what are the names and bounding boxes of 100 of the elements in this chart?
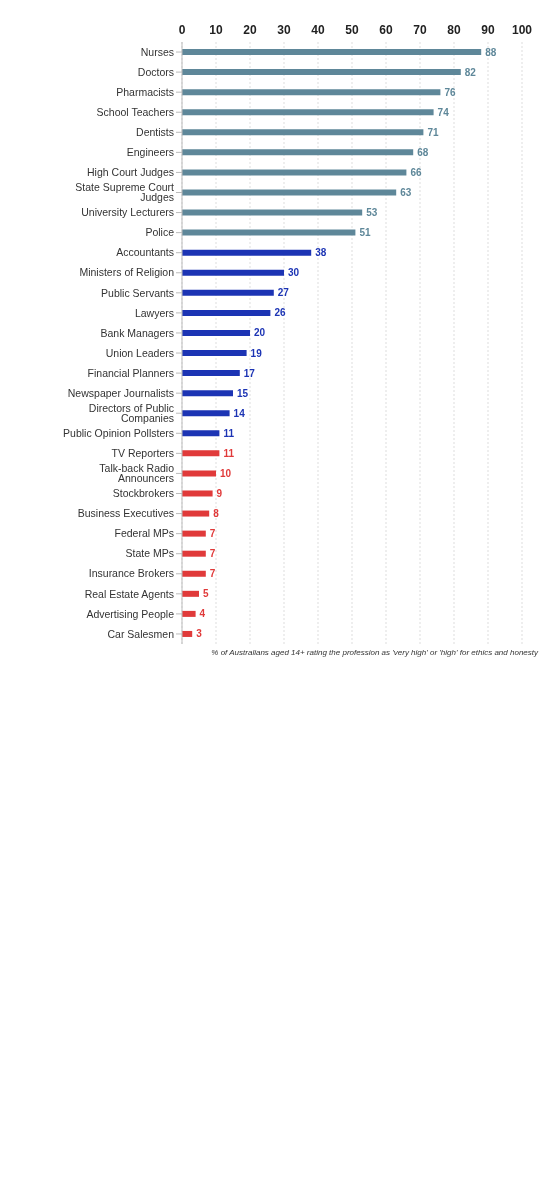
bar xyxy=(182,189,397,196)
data-label: 66 xyxy=(410,166,422,178)
y-tick-label: Directors of Public Companies xyxy=(88,401,174,425)
y-tick-label: University Lecturers xyxy=(81,206,174,219)
data-label: 5 xyxy=(203,588,209,600)
bar xyxy=(182,309,271,316)
text: % of Australians aged 14+ rating the profession as 'very high' or 'high' for ethics and honesty xyxy=(210,648,539,657)
x-tick-label: 100 xyxy=(511,23,533,37)
data-label: 9 xyxy=(216,487,223,499)
y-tick-label: School Teachers xyxy=(96,105,174,118)
bar xyxy=(182,329,250,336)
data-label: 7 xyxy=(209,568,216,580)
data-label: 20 xyxy=(254,327,266,339)
bar xyxy=(182,109,434,116)
x-tick-label: 30 xyxy=(277,23,291,37)
y-tick-label: Financial Planners xyxy=(87,366,174,379)
data-label: 53 xyxy=(366,207,378,219)
y-tick-label: Newspaper Journalists xyxy=(67,386,174,399)
bar xyxy=(182,249,312,256)
data-label: 68 xyxy=(417,146,429,158)
data-label: 14 xyxy=(233,407,246,419)
bar xyxy=(182,350,247,357)
y-tick-label: State Supreme Court Judges xyxy=(75,180,175,204)
x-tick-label: 20 xyxy=(243,23,257,37)
y-tick-label: Public Servants xyxy=(101,286,174,299)
y-tick-label: Advertising People xyxy=(86,607,175,620)
y-tick-label: Real Estate Agents xyxy=(84,587,174,600)
y-tick-label: Doctors xyxy=(137,65,174,78)
y-tick-label: TV Reporters xyxy=(111,447,174,460)
y-tick-label: Police xyxy=(145,226,175,239)
y-tick-label: State MPs xyxy=(125,547,174,560)
data-label: 11 xyxy=(223,427,235,439)
data-label: 11 xyxy=(223,447,235,459)
data-label: 74 xyxy=(437,106,450,118)
bar xyxy=(182,530,206,537)
x-tick-label: 60 xyxy=(379,23,393,37)
data-label: 63 xyxy=(400,186,412,198)
bar xyxy=(182,470,216,477)
bar xyxy=(182,149,414,156)
y-tick-label: Car Salesmen xyxy=(107,627,175,640)
data-label: 10 xyxy=(220,467,232,479)
data-label: 88 xyxy=(485,46,497,58)
bar xyxy=(182,169,407,176)
bar xyxy=(182,590,199,597)
x-tick-label: 0 xyxy=(178,23,186,37)
x-tick-label: 80 xyxy=(447,23,461,37)
y-tick-label: Nurses xyxy=(140,45,174,58)
bar xyxy=(182,610,196,617)
y-tick-label: Dentists xyxy=(136,126,174,139)
y-tick-label: High Court Judges xyxy=(87,166,174,179)
bar xyxy=(182,129,424,136)
y-tick-label: Talk-back Radio Announcers xyxy=(99,461,175,485)
y-tick-label: Insurance Brokers xyxy=(88,567,174,580)
y-tick-label: Public Opinion Pollsters xyxy=(63,427,174,440)
bar xyxy=(182,410,230,417)
data-label: 3 xyxy=(196,628,203,640)
y-tick-label: Union Leaders xyxy=(105,346,174,359)
data-label: 7 xyxy=(209,548,216,560)
y-tick-label: Lawyers xyxy=(134,306,174,319)
y-tick-label: Accountants xyxy=(116,246,174,259)
data-label: 27 xyxy=(277,287,290,299)
data-label: 30 xyxy=(288,267,300,279)
data-label: 15 xyxy=(237,387,249,399)
x-tick-label: 70 xyxy=(413,23,427,37)
bar xyxy=(182,69,461,76)
x-tick-label: 50 xyxy=(345,23,359,37)
bar xyxy=(182,370,240,377)
y-tick-label: Bank Managers xyxy=(100,326,174,339)
bar xyxy=(182,430,220,437)
y-tick-label: Ministers of Religion xyxy=(79,266,175,279)
data-label: 4 xyxy=(199,608,206,620)
y-tick-label: Engineers xyxy=(126,146,174,159)
bar xyxy=(182,229,356,236)
x-tick-label: 90 xyxy=(481,23,495,37)
bar xyxy=(182,390,233,397)
bar xyxy=(182,450,220,457)
bar xyxy=(182,490,213,497)
data-label: 8 xyxy=(213,508,220,520)
data-label: 7 xyxy=(209,528,216,540)
bar xyxy=(182,209,363,216)
data-label: 26 xyxy=(274,307,286,319)
bar xyxy=(182,550,206,557)
data-label: 17 xyxy=(243,367,256,379)
bar xyxy=(182,49,482,56)
x-tick-label: 40 xyxy=(311,23,325,37)
y-tick-label: Stockbrokers xyxy=(112,487,174,500)
bar xyxy=(182,289,274,296)
y-tick-label: Pharmacists xyxy=(116,85,174,98)
y-tick-label: Federal MPs xyxy=(114,527,174,540)
x-tick-label: 10 xyxy=(209,23,223,37)
data-label: 71 xyxy=(427,126,439,138)
data-label: 19 xyxy=(250,347,263,359)
bar xyxy=(182,89,441,96)
bar xyxy=(182,269,284,276)
bar xyxy=(182,510,210,517)
data-label: 51 xyxy=(359,227,371,239)
data-label: 38 xyxy=(315,247,327,259)
y-tick-label: Business Executives xyxy=(77,507,174,520)
data-label: 76 xyxy=(444,86,456,98)
bar xyxy=(182,570,206,577)
